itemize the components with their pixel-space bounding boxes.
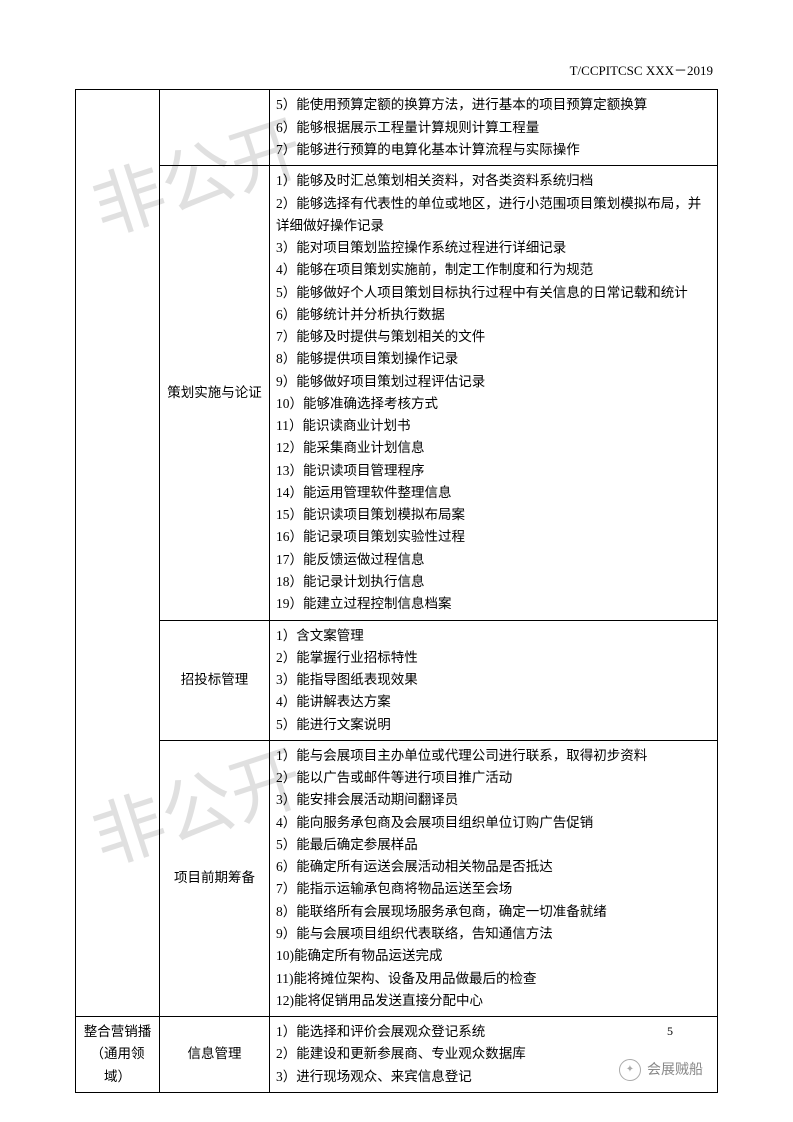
footer-brand-text: 会展贼船: [647, 1059, 703, 1082]
wechat-icon: ✦: [619, 1059, 641, 1081]
col2-row2: 招投标管理: [160, 620, 270, 740]
col1-blank-span: [76, 90, 160, 1017]
main-table: 5）能使用预算定额的换算方法，进行基本的项目预算定额换算6）能够根据展示工程量计…: [75, 89, 718, 1092]
footer-brand: ✦ 会展贼船: [619, 1059, 703, 1082]
col3-row3: 1）能与会展项目主办单位或代理公司进行联系，取得初步资料2）能以广告或邮件等进行…: [270, 740, 718, 1016]
col2-row0: [160, 90, 270, 166]
col1-row4: 整合营销播（通用领域）: [76, 1017, 160, 1093]
col2-row1: 策划实施与论证: [160, 166, 270, 620]
header-code: T/CCPITCSC XXX－2019: [75, 60, 718, 81]
page-number: 5: [667, 1022, 673, 1042]
col3-row1: 1）能够及时汇总策划相关资料，对各类资料系统归档2）能够选择有代表性的单位或地区…: [270, 166, 718, 620]
col3-row0: 5）能使用预算定额的换算方法，进行基本的项目预算定额换算6）能够根据展示工程量计…: [270, 90, 718, 166]
col2-row4: 信息管理: [160, 1017, 270, 1093]
col2-row3: 项目前期筹备: [160, 740, 270, 1016]
col3-row2: 1）含文案管理2）能掌握行业招标特性3）能指导图纸表现效果4）能讲解表达方案5）…: [270, 620, 718, 740]
